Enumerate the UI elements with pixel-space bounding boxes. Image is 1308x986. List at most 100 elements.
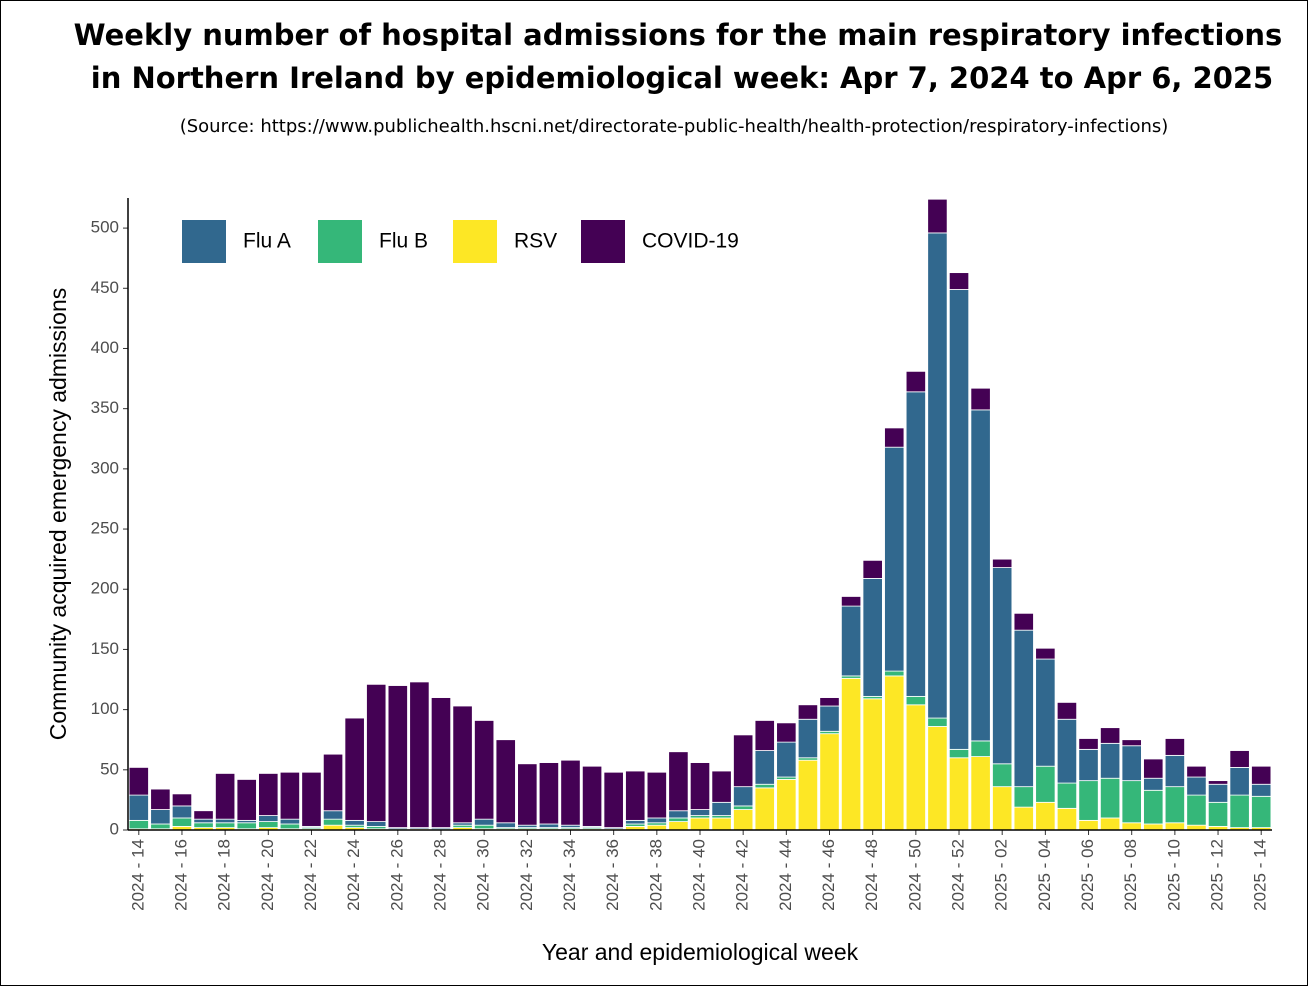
y-tick-label: 500 (91, 218, 119, 237)
bar-segment (1186, 765, 1207, 778)
bar-segment (754, 750, 775, 785)
bar-segment (625, 770, 646, 821)
x-tick-label: 2024 - 42 (733, 839, 752, 911)
bar-segment (1121, 822, 1142, 831)
bar-segment (1078, 748, 1099, 782)
bar-segment (1121, 739, 1142, 747)
bar-segment (1100, 727, 1121, 744)
bar-segment (646, 817, 667, 824)
x-tick-label: 2024 - 14 (128, 839, 147, 911)
bar-segment (1143, 823, 1164, 831)
bar-segment (840, 605, 862, 677)
bar-segment (1164, 754, 1185, 788)
bar-segment (215, 818, 236, 824)
x-tick-label: 2024 - 44 (776, 839, 795, 911)
bar-segment (1207, 783, 1229, 803)
bar-segment (927, 726, 948, 831)
bar-segment (322, 753, 344, 812)
x-tick-label: 2025 - 08 (1121, 839, 1140, 911)
bar-segment (258, 815, 279, 822)
bar-segment (668, 810, 689, 819)
bar-segment (1056, 701, 1078, 720)
bar-segment (776, 722, 797, 743)
bar-segment (236, 779, 257, 821)
bar-segment (689, 809, 711, 816)
chart-title: Weekly number of hospital admissions for… (74, 18, 1283, 52)
bar-segment (1056, 807, 1078, 831)
bar-segment (754, 720, 775, 751)
bar-segment (840, 596, 862, 607)
bar-segment (366, 683, 387, 822)
bar-segment (625, 819, 646, 825)
bar-segment (1143, 777, 1164, 791)
bar-segment (1251, 783, 1272, 797)
legend-swatch (581, 220, 625, 263)
bar-segment (992, 558, 1013, 568)
x-tick-label: 2024 - 38 (646, 839, 665, 911)
bar-segment (668, 751, 689, 812)
bar-segment (1229, 750, 1250, 768)
bar-segment (1186, 794, 1207, 826)
x-tick-label: 2025 - 06 (1078, 839, 1097, 911)
bar-segment (733, 734, 754, 788)
x-tick-label: 2024 - 36 (603, 839, 622, 911)
bar-segment (948, 272, 970, 290)
legend-label: COVID-19 (642, 230, 739, 253)
x-tick-label: 2024 - 20 (258, 839, 277, 911)
bar-segment (1164, 822, 1185, 831)
bar-segment (279, 771, 300, 820)
bar-segment (128, 767, 149, 796)
y-tick-label: 300 (91, 458, 119, 477)
bar-segment (1078, 819, 1099, 831)
bar-segment (236, 822, 257, 830)
bar-segment (1035, 801, 1056, 831)
bar-segment (538, 762, 560, 825)
bar-segment (1229, 767, 1250, 796)
bar-segment (474, 818, 495, 826)
x-tick-label: 2024 - 28 (430, 839, 449, 911)
bar-segment (452, 705, 473, 824)
bar-segment (711, 770, 732, 803)
y-tick-label: 350 (91, 398, 119, 417)
chart-title: in Northern Ireland by epidemiological w… (91, 61, 1273, 95)
bar-segment (689, 817, 711, 831)
bar-segment (776, 741, 797, 778)
bar-segment (1100, 817, 1121, 831)
bar-segment (1143, 758, 1164, 779)
bar-segment (668, 817, 689, 822)
bar-segment (560, 759, 581, 826)
legend-swatch (318, 220, 362, 263)
x-tick-label: 2024 - 34 (560, 839, 579, 911)
bar-segment (668, 821, 689, 831)
bar-segment (1186, 776, 1207, 796)
bar-segment (797, 704, 819, 720)
bar-segment (193, 818, 214, 824)
bar-segment (862, 559, 883, 579)
bar-segment (884, 675, 905, 831)
bar-segment (862, 698, 883, 831)
x-tick-label: 2025 - 04 (1035, 839, 1054, 911)
bar-segment (474, 720, 495, 820)
bar-segment (1164, 738, 1185, 756)
x-tick-label: 2024 - 30 (474, 839, 493, 911)
bar-segment (711, 801, 732, 816)
legend-label: Flu A (243, 230, 291, 253)
bar-segment (603, 771, 624, 828)
bar-segment (733, 786, 754, 807)
bar-segment (819, 733, 840, 831)
bar-segment (1035, 765, 1056, 803)
bar-segment (1229, 794, 1250, 828)
legend-swatch (182, 220, 226, 263)
x-tick-label: 2024 - 18 (215, 839, 234, 911)
y-tick-label: 250 (91, 519, 119, 538)
bar-segment (797, 718, 819, 759)
bar-segment (279, 818, 300, 825)
bar-segment (819, 705, 840, 732)
bar-segment (1207, 780, 1229, 785)
x-tick-label: 2024 - 40 (689, 839, 708, 911)
bar-segment (215, 822, 236, 828)
bar-segment (322, 810, 344, 820)
y-tick-label: 150 (91, 639, 119, 658)
y-axis-label: Community acquired emergency admissions (45, 288, 71, 741)
bar-segment (215, 773, 236, 820)
